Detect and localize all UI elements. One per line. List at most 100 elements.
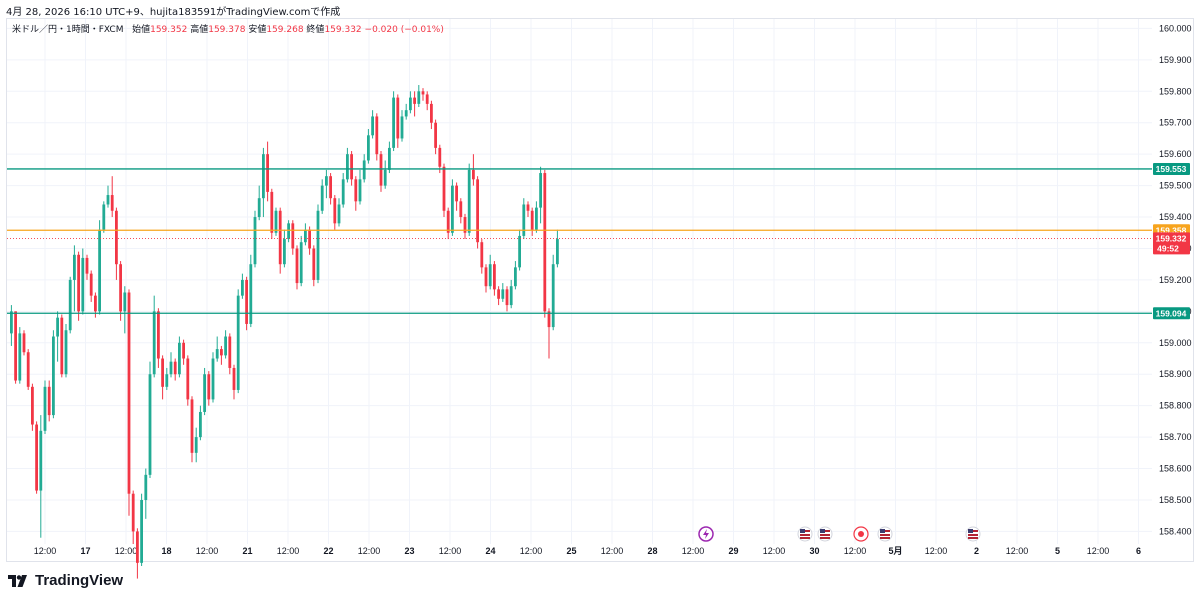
candle-body bbox=[463, 217, 467, 233]
flag-canton bbox=[820, 529, 825, 533]
x-tick-label: 5 bbox=[1055, 546, 1060, 556]
candle-body bbox=[430, 103, 433, 123]
x-tick-label: 12:00 bbox=[844, 546, 867, 556]
candle-body bbox=[417, 91, 421, 104]
candle-body bbox=[274, 210, 278, 233]
flag-stripe bbox=[880, 534, 890, 536]
candle-body bbox=[215, 349, 219, 359]
candle-body bbox=[459, 201, 463, 218]
x-tick-label: 12:00 bbox=[439, 546, 462, 556]
candle-body bbox=[131, 493, 135, 532]
flag-stripe bbox=[800, 537, 810, 539]
candle-body bbox=[434, 122, 437, 148]
candle-body bbox=[392, 97, 395, 148]
x-tick-label: 21 bbox=[242, 546, 252, 556]
candle-body bbox=[497, 289, 500, 299]
candle-body bbox=[43, 386, 47, 431]
candle-body bbox=[476, 179, 479, 243]
tradingview-logo[interactable]: TradingView bbox=[8, 572, 123, 589]
candle-body bbox=[165, 374, 169, 387]
candle-body bbox=[371, 116, 374, 136]
flag-stripe bbox=[968, 534, 978, 536]
x-tick-label: 2 bbox=[974, 546, 979, 556]
x-tick-label: 12:00 bbox=[1006, 546, 1029, 556]
tradingview-icon bbox=[8, 574, 27, 587]
candle-body bbox=[102, 204, 106, 230]
candle-body bbox=[257, 198, 261, 218]
symbol-info[interactable]: 米ドル／円・1時間・FXCM bbox=[12, 25, 124, 35]
support-label-bg bbox=[1153, 307, 1190, 320]
x-tick-label: 17 bbox=[80, 546, 90, 556]
candle-body bbox=[337, 204, 341, 224]
y-tick-label: 158.600 bbox=[1159, 464, 1192, 474]
candle-body bbox=[115, 210, 118, 265]
flag-stripe bbox=[880, 537, 890, 539]
y-tick-label: 158.800 bbox=[1159, 401, 1192, 411]
candle-body bbox=[14, 311, 17, 381]
support-label: 159.094 bbox=[1156, 308, 1187, 318]
candle-body bbox=[505, 289, 509, 306]
candle-body bbox=[110, 195, 114, 211]
candle-body bbox=[421, 91, 425, 95]
candle-body bbox=[136, 531, 139, 563]
candle-body bbox=[283, 239, 286, 265]
candle-body bbox=[18, 333, 22, 381]
candle-body bbox=[266, 154, 269, 192]
flag-canton bbox=[800, 529, 805, 533]
x-tick-label: 23 bbox=[404, 546, 414, 556]
close-value: 159.332 bbox=[324, 25, 362, 35]
candle-body bbox=[60, 317, 64, 375]
y-tick-label: 159.900 bbox=[1159, 55, 1192, 65]
x-tick-label: 6 bbox=[1136, 546, 1141, 556]
flag-canton bbox=[880, 529, 885, 533]
candle-body bbox=[350, 154, 353, 180]
y-tick-label: 159.500 bbox=[1159, 181, 1192, 191]
candle-body bbox=[451, 185, 454, 233]
candle-body bbox=[169, 361, 173, 375]
x-tick-label: 12:00 bbox=[763, 546, 786, 556]
candle-body bbox=[73, 254, 76, 280]
candle-body bbox=[308, 229, 311, 249]
chart-legend: 米ドル／円・1時間・FXCM 始値159.352 高値159.378 安値159… bbox=[12, 22, 444, 35]
candle-body bbox=[56, 317, 59, 337]
candle-body bbox=[35, 424, 38, 491]
candle-body bbox=[161, 358, 164, 387]
candle-body bbox=[287, 223, 290, 240]
candle-body bbox=[173, 361, 177, 375]
candle-body bbox=[85, 257, 89, 274]
x-tick-label: 5月 bbox=[888, 546, 902, 556]
candle-body bbox=[556, 239, 559, 265]
candle-body bbox=[64, 330, 68, 375]
candle-body bbox=[77, 254, 80, 312]
candle-body bbox=[375, 116, 379, 155]
orange-label: 159.358 bbox=[1156, 225, 1187, 235]
candle-body bbox=[362, 160, 366, 180]
flag-stripe bbox=[800, 534, 810, 536]
flag-stripe bbox=[820, 534, 830, 536]
candle-body bbox=[333, 198, 337, 224]
candle-body bbox=[81, 257, 85, 312]
candle-body bbox=[47, 386, 51, 416]
y-tick-label: 159.200 bbox=[1159, 275, 1192, 285]
japan-flag-dot bbox=[858, 531, 864, 537]
candle-body bbox=[316, 210, 320, 280]
x-tick-label: 12:00 bbox=[601, 546, 624, 556]
snapshot-info: 4月 28, 2026 16:10 UTC+9、hujita183591がTra… bbox=[6, 7, 341, 18]
resistance-label: 159.553 bbox=[1156, 164, 1187, 174]
y-tick-label: 158.900 bbox=[1159, 369, 1192, 379]
x-tick-label: 12:00 bbox=[682, 546, 705, 556]
flag-stripe bbox=[968, 537, 978, 539]
candle-body bbox=[388, 147, 391, 170]
x-tick-label: 22 bbox=[323, 546, 333, 556]
y-tick-label: 159.800 bbox=[1159, 86, 1192, 96]
candle-body bbox=[530, 210, 534, 230]
candle-body bbox=[228, 336, 232, 368]
candle-body bbox=[425, 94, 429, 104]
candle-body bbox=[400, 116, 404, 139]
candle-body bbox=[341, 179, 345, 205]
y-tick-label: 159.000 bbox=[1159, 338, 1192, 348]
low-value: 159.268 bbox=[266, 25, 304, 35]
candle-body bbox=[329, 176, 332, 199]
candle-body bbox=[358, 179, 362, 202]
